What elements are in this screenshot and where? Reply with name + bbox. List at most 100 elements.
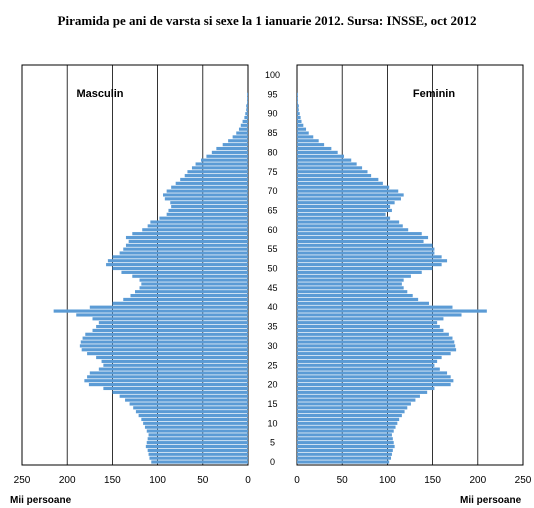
bar-feminin — [297, 294, 413, 298]
bar-feminin — [297, 317, 444, 321]
bar-masculin — [195, 162, 248, 166]
age-tick-label: 100 — [265, 70, 280, 80]
bar-masculin — [123, 247, 248, 251]
bar-feminin — [297, 146, 332, 151]
bar-masculin — [238, 127, 248, 131]
bar-masculin — [247, 96, 248, 100]
bar-masculin — [175, 181, 248, 185]
bar-masculin — [159, 216, 248, 220]
bar-masculin — [170, 201, 248, 205]
bar-feminin — [297, 332, 449, 336]
bar-feminin — [297, 193, 404, 197]
bar-feminin — [297, 100, 298, 104]
bar-feminin — [297, 429, 394, 433]
bar-masculin — [236, 131, 248, 135]
bar-masculin — [166, 212, 248, 216]
bar-masculin — [151, 460, 248, 464]
bar-feminin — [297, 266, 433, 271]
masculin-label: Masculin — [76, 88, 123, 100]
bar-masculin — [89, 305, 248, 309]
feminin-label: Feminin — [413, 88, 455, 100]
age-tick-label: 80 — [267, 147, 277, 157]
bar-feminin — [297, 181, 383, 185]
bar-masculin — [164, 197, 248, 201]
bar-feminin — [297, 379, 454, 383]
bar-masculin — [132, 274, 248, 278]
bar-masculin — [103, 363, 248, 367]
age-tick-label: 15 — [267, 399, 277, 409]
x-tick-label: 100 — [379, 475, 396, 486]
bar-feminin — [297, 158, 352, 162]
age-tick-label: 0 — [270, 457, 275, 467]
bar-masculin — [139, 278, 248, 282]
bar-masculin — [133, 406, 248, 410]
bar-masculin — [132, 232, 248, 236]
bar-masculin — [147, 448, 248, 452]
x-tick-label: 250 — [515, 475, 532, 486]
bar-feminin — [297, 197, 401, 201]
bar-masculin — [242, 119, 248, 124]
bar-masculin — [144, 425, 248, 429]
age-tick-label: 35 — [267, 322, 277, 332]
bar-feminin — [297, 375, 451, 379]
age-tick-label: 75 — [267, 167, 277, 177]
bar-masculin — [81, 348, 248, 352]
bar-feminin — [297, 150, 338, 154]
bar-masculin — [171, 185, 248, 189]
bar-masculin — [147, 224, 248, 228]
bar-feminin — [297, 170, 368, 174]
bar-masculin — [149, 456, 248, 460]
bar-masculin — [228, 139, 248, 143]
bar-masculin — [98, 321, 248, 325]
bar-masculin — [82, 336, 249, 340]
bar-feminin — [297, 263, 442, 267]
age-tick-label: 60 — [267, 225, 277, 235]
bar-feminin — [297, 417, 400, 422]
bar-feminin — [297, 255, 442, 259]
bar-feminin — [297, 413, 402, 418]
bar-feminin — [297, 228, 409, 232]
age-tick-label: 5 — [270, 438, 275, 448]
bar-feminin — [297, 224, 403, 228]
bar-feminin — [297, 96, 298, 100]
bar-feminin — [297, 251, 435, 255]
bar-feminin — [297, 309, 487, 313]
bar-masculin — [141, 282, 248, 286]
bar-masculin — [166, 189, 248, 193]
bar-feminin — [297, 123, 304, 127]
bar-feminin — [297, 185, 390, 189]
age-tick-label: 25 — [267, 360, 277, 370]
bar-feminin — [297, 367, 440, 371]
bar-feminin — [297, 437, 393, 441]
bar-masculin — [147, 437, 248, 441]
bar-feminin — [297, 456, 392, 460]
bar-feminin — [297, 383, 451, 387]
age-tick-label: 30 — [267, 341, 277, 351]
x-tick-label: 0 — [294, 475, 300, 486]
bar-masculin — [141, 417, 248, 422]
bar-feminin — [297, 274, 411, 278]
bar-masculin — [92, 317, 249, 321]
bar-feminin — [297, 402, 411, 406]
age-tick-label: 70 — [267, 186, 277, 196]
bar-feminin — [297, 247, 435, 251]
bar-feminin — [297, 177, 379, 182]
age-tick-label: 85 — [267, 128, 277, 138]
bar-feminin — [297, 344, 456, 348]
right-x-axis-label: Mii persoane — [460, 495, 522, 506]
bar-feminin — [297, 220, 400, 224]
bar-masculin — [168, 208, 248, 213]
bar-masculin — [85, 332, 248, 336]
bar-feminin — [297, 235, 429, 240]
chart-title: Piramida pe ani de varsta si sexe la 1 i… — [58, 13, 477, 28]
bar-masculin — [121, 270, 248, 274]
bar-feminin — [297, 127, 307, 131]
bar-feminin — [297, 131, 309, 135]
bar-masculin — [148, 452, 248, 456]
bar-feminin — [297, 421, 398, 425]
bar-masculin — [119, 394, 248, 398]
bar-masculin — [135, 290, 248, 294]
bar-masculin — [150, 220, 248, 224]
bar-feminin — [297, 286, 404, 290]
age-tick-label: 40 — [267, 302, 277, 312]
